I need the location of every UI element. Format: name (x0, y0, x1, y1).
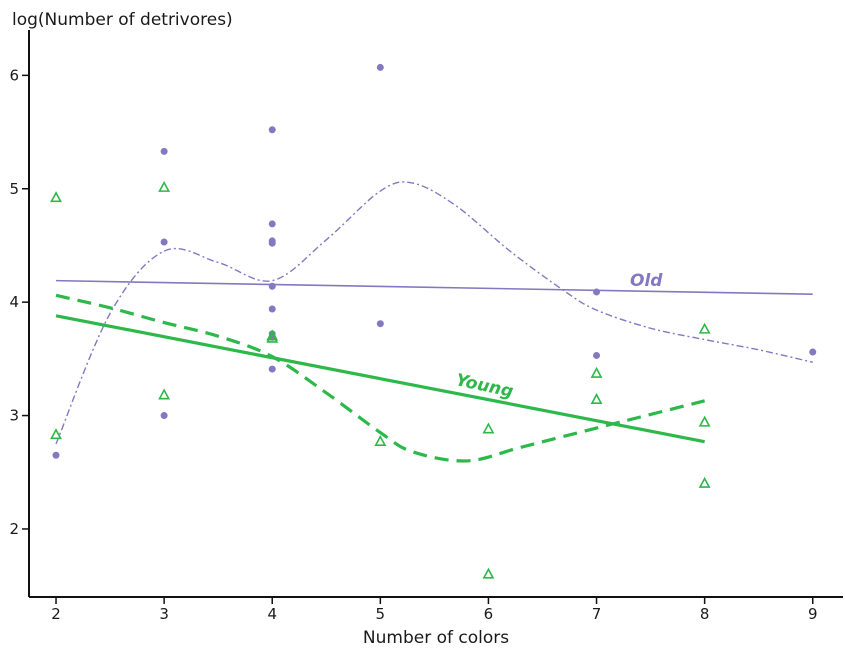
young-data-point (50, 191, 62, 203)
young-fit-line (55, 314, 705, 444)
young-data-point (590, 366, 603, 378)
old-data-point (809, 348, 817, 356)
old-data-point (593, 351, 601, 359)
y-tick-label: 2 (9, 520, 19, 538)
old-data-point (376, 320, 384, 328)
old-data-point (52, 451, 60, 459)
y-tick-label: 6 (9, 66, 19, 84)
x-tick-label: 4 (267, 605, 277, 623)
y-tick-label: 3 (9, 407, 19, 425)
young-data-point (590, 393, 603, 404)
x-tick-label: 2 (51, 605, 61, 623)
old-data-point (268, 305, 276, 313)
y-tick-label: 5 (9, 180, 19, 198)
old-data-point (376, 63, 384, 71)
x-tick-label: 9 (808, 605, 818, 623)
old-fit-line (56, 279, 813, 296)
young-data-point (266, 331, 279, 343)
young-data-point (698, 415, 711, 427)
x-tick-label: 8 (700, 605, 710, 623)
old-data-point (268, 220, 276, 228)
old-data-point (160, 412, 168, 420)
x-axis-ticks: 2 3 4 5 6 7 8 9 (51, 597, 818, 623)
young-data-point (158, 388, 171, 400)
old-data-point (268, 365, 276, 373)
old-data-point (160, 147, 168, 155)
young-data-point (482, 422, 495, 434)
young-data-point (482, 567, 495, 579)
x-tick-label: 3 (159, 605, 169, 623)
young-data-point (698, 476, 711, 488)
young-data-point (374, 434, 387, 446)
x-axis-title: Number of colors (363, 628, 509, 648)
x-tick-label: 6 (484, 605, 494, 623)
x-tick-label: 5 (376, 605, 386, 623)
young-data-point (158, 180, 171, 192)
young-smooth-curve (55, 293, 706, 463)
axes-layer: 2 3 4 5 6 7 8 9 2 3 4 5 6 (9, 30, 843, 623)
old-data-point (593, 288, 601, 296)
old-data-point (268, 239, 276, 247)
y-axis-ticks: 2 3 4 5 6 (9, 66, 29, 538)
data-points-layer (50, 63, 817, 579)
fit-lines-layer (55, 181, 813, 463)
old-data-point (160, 238, 168, 246)
y-tick-label: 4 (9, 293, 19, 311)
x-tick-label: 7 (592, 605, 602, 623)
old-data-point (268, 282, 276, 290)
old-data-point (268, 126, 276, 134)
series-label-young: Young (454, 370, 515, 402)
young-data-point (698, 322, 711, 334)
y-axis-title: log(Number of detrivores) (12, 10, 233, 30)
young-data-point (50, 428, 62, 440)
old-smooth-curve (55, 181, 813, 445)
young-data-point (266, 329, 279, 341)
series-label-old: Old (630, 271, 663, 291)
